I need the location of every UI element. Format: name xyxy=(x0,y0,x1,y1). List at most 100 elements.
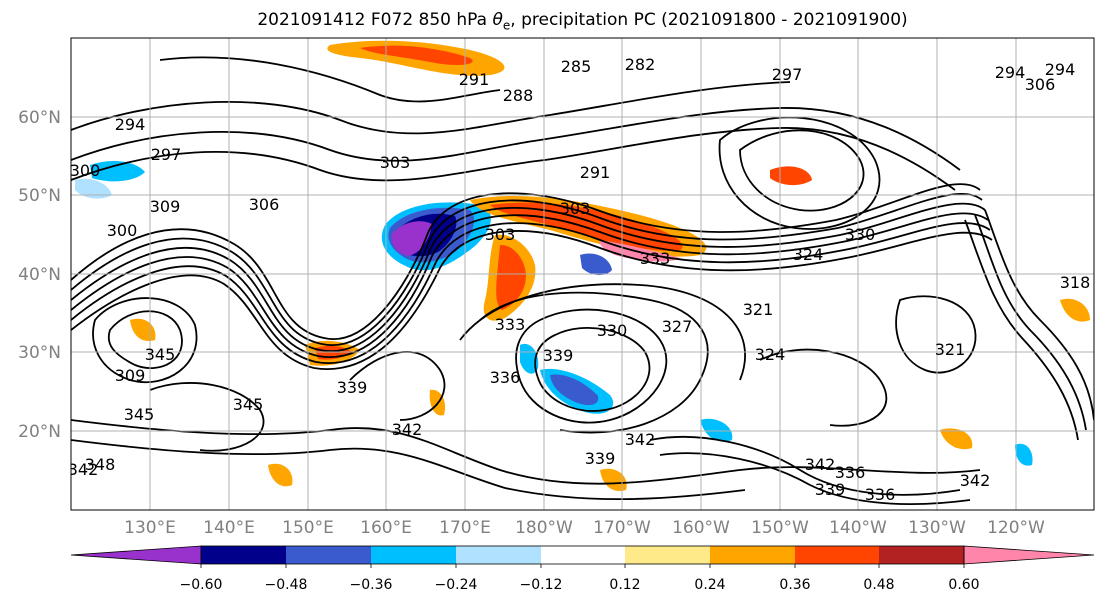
contour-label: 327 xyxy=(662,317,693,336)
colorbar-tick-label: −0.60 xyxy=(180,577,223,593)
contour-label: 282 xyxy=(625,55,656,74)
contour-label: 303 xyxy=(485,225,516,244)
contour-label: 306 xyxy=(1025,75,1056,94)
colorbar xyxy=(70,545,1095,565)
colorbar-tick-label: 0.12 xyxy=(609,577,640,593)
contour-label: 330 xyxy=(597,321,628,340)
precip-patch xyxy=(360,45,473,65)
contour-label: 339 xyxy=(585,449,616,468)
colorbar-segment xyxy=(286,546,371,564)
contour-label: 291 xyxy=(580,163,611,182)
contour-label: 291 xyxy=(459,70,490,89)
contour-line xyxy=(92,297,198,384)
contour-line xyxy=(71,439,746,501)
contour-line xyxy=(739,129,865,212)
contour-label: 345 xyxy=(233,395,264,414)
lat-tick-label: 60°N xyxy=(18,108,61,128)
contour-label: 336 xyxy=(865,485,896,504)
lon-tick-label: 120°W xyxy=(987,518,1045,538)
contour-line xyxy=(71,107,961,171)
precip-patch xyxy=(1015,443,1033,466)
colorbar-tick-labels: −0.60 −0.48 −0.36 −0.24 −0.12 0.12 0.24 0.36 0.4… xyxy=(180,564,980,593)
colorbar-segment xyxy=(201,546,286,564)
contour-line xyxy=(534,327,651,412)
contour-line xyxy=(718,116,881,230)
contour-line xyxy=(71,230,993,370)
colorbar-tick-label: −0.12 xyxy=(520,577,563,593)
contour-line xyxy=(71,192,983,346)
lon-tick-label: 170°E xyxy=(439,518,491,538)
contour-line xyxy=(71,81,791,135)
precip-patch xyxy=(600,468,627,491)
contour-line xyxy=(479,291,709,434)
contour-label: 330 xyxy=(845,225,876,244)
contour-label: 324 xyxy=(793,245,824,264)
contour-line xyxy=(895,295,977,374)
contour-line xyxy=(659,452,971,505)
lon-tick-label: 150°E xyxy=(282,518,334,538)
lon-tick-label: 140°E xyxy=(203,518,255,538)
contour-line xyxy=(974,214,1087,431)
contour-label: 297 xyxy=(151,145,182,164)
contour-label: 294 xyxy=(1045,60,1076,79)
colorbar-tick-label: 0.48 xyxy=(863,577,894,593)
contour-label: 288 xyxy=(503,86,534,105)
map-title: 2021091412 F072 850 hPa θe, precipitatio… xyxy=(257,10,908,33)
contour-line xyxy=(515,308,668,424)
contour-label: 285 xyxy=(561,57,592,76)
contour-label: 309 xyxy=(150,197,181,216)
contour-label: 342 xyxy=(392,420,423,439)
colorbar-tick-label: 0.24 xyxy=(694,577,725,593)
lon-tick-label: 140°W xyxy=(829,518,887,538)
contour-label: 303 xyxy=(560,199,591,218)
contour-label: 342 xyxy=(805,455,836,474)
contour-line xyxy=(71,419,981,485)
lon-tick-label: 170°W xyxy=(593,518,651,538)
lon-tick-label: 160°E xyxy=(360,518,412,538)
precip-patch xyxy=(700,418,733,442)
precip-patch xyxy=(496,244,526,310)
colorbar-tick-label: −0.24 xyxy=(435,577,478,593)
gridlines xyxy=(71,38,1094,510)
map-frame xyxy=(70,37,1095,511)
lon-tick-label: 130°W xyxy=(908,518,966,538)
contour-line xyxy=(459,283,746,381)
colorbar-segment xyxy=(456,546,541,564)
contour-label: 294 xyxy=(115,115,146,134)
contour-label: 345 xyxy=(124,405,155,424)
colorbar-segment xyxy=(710,546,795,564)
contour-line xyxy=(349,351,446,421)
lon-tick-label: 160°W xyxy=(672,518,730,538)
colorbar-segment xyxy=(371,546,456,564)
precip-patch xyxy=(90,160,145,182)
contour-label: 321 xyxy=(743,300,774,319)
precip-patch xyxy=(130,318,156,342)
map-area: 285 282 291 288 297 294 294 297 300 303 306 309 300 3… xyxy=(68,38,1094,510)
lon-tick-label: 150°W xyxy=(751,518,809,538)
contour-label: 300 xyxy=(70,161,101,180)
contour-label: 342 xyxy=(68,460,99,479)
precip-patch xyxy=(940,428,973,450)
colorbar-tick-label: −0.36 xyxy=(350,577,393,593)
contour-line xyxy=(71,202,986,352)
lat-tick-label: 40°N xyxy=(18,265,61,285)
contour-line xyxy=(984,209,1094,421)
colorbar-segment xyxy=(541,546,625,564)
contour-label: 309 xyxy=(115,366,146,385)
colorbar-tick-label: 0.60 xyxy=(948,577,979,593)
contour-line xyxy=(71,222,991,364)
contour-line xyxy=(71,183,981,340)
contour-label: 348 xyxy=(85,455,116,474)
contour-label: 333 xyxy=(640,249,671,268)
lon-tick-label: 130°E xyxy=(124,518,176,538)
colorbar-segment xyxy=(625,546,710,564)
contour-label: 342 xyxy=(960,471,991,490)
precip-patch xyxy=(75,178,112,199)
colorbar-tick-label: −0.48 xyxy=(265,577,308,593)
contour-label: 339 xyxy=(543,346,574,365)
contour-label: 294 xyxy=(995,63,1026,82)
contour-line xyxy=(759,348,888,427)
precip-patch xyxy=(550,374,599,406)
contour-label: 339 xyxy=(337,378,368,397)
